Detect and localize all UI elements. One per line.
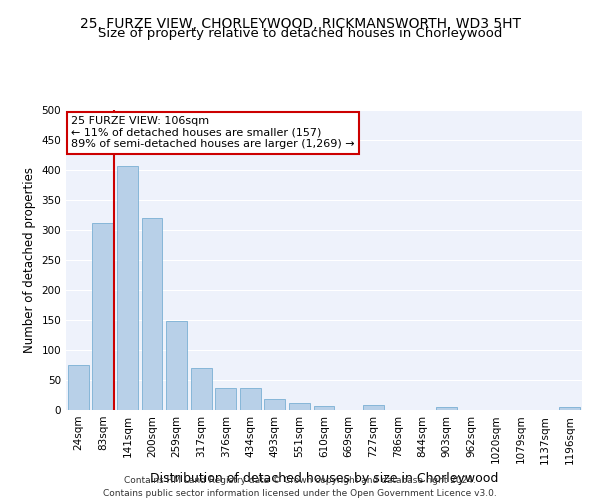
Bar — [289, 403, 310, 410]
Text: Size of property relative to detached houses in Chorleywood: Size of property relative to detached ho… — [98, 28, 502, 40]
Text: Contains HM Land Registry data © Crown copyright and database right 2024.
Contai: Contains HM Land Registry data © Crown c… — [103, 476, 497, 498]
Bar — [142, 218, 163, 410]
Bar — [166, 321, 187, 410]
Bar — [215, 388, 236, 410]
Bar — [117, 166, 138, 410]
Text: 25 FURZE VIEW: 106sqm
← 11% of detached houses are smaller (157)
89% of semi-det: 25 FURZE VIEW: 106sqm ← 11% of detached … — [71, 116, 355, 149]
Bar — [240, 388, 261, 410]
Bar — [314, 406, 334, 410]
Bar — [362, 405, 383, 410]
Bar — [191, 368, 212, 410]
Text: 25, FURZE VIEW, CHORLEYWOOD, RICKMANSWORTH, WD3 5HT: 25, FURZE VIEW, CHORLEYWOOD, RICKMANSWOR… — [79, 18, 521, 32]
Bar — [265, 398, 286, 410]
Bar — [436, 407, 457, 410]
Y-axis label: Number of detached properties: Number of detached properties — [23, 167, 36, 353]
Bar — [559, 407, 580, 410]
Bar — [92, 224, 113, 410]
X-axis label: Distribution of detached houses by size in Chorleywood: Distribution of detached houses by size … — [150, 472, 498, 485]
Bar — [68, 365, 89, 410]
